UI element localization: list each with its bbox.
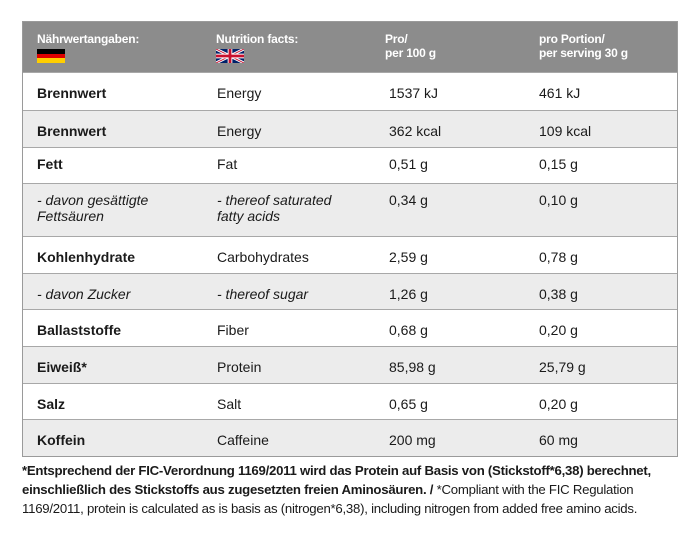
table-row: Salz Salt 0,65 g 0,20 g xyxy=(23,383,677,419)
row-label-en: Salt xyxy=(217,396,242,412)
row-label-de: Eiweiß* xyxy=(37,359,87,375)
footnote-german: *Entsprechend der FIC-Verordnung 1169/20… xyxy=(22,463,651,497)
header-english-label: Nutrition facts: xyxy=(216,32,299,46)
table-row: Ballaststoffe Fiber 0,68 g 0,20 g xyxy=(23,309,677,346)
nutrition-table: Nährwertangaben: Nutrition facts: Pro/ p… xyxy=(22,21,678,457)
row-label-de: - davon Zucker xyxy=(37,286,131,302)
row-value-per100: 362 kcal xyxy=(389,123,442,139)
row-label-de: Salz xyxy=(37,396,66,412)
row-label-de: Brennwert xyxy=(37,85,107,101)
row-label-de: Brennwert xyxy=(37,123,107,139)
flag-stripe-gold xyxy=(37,58,65,63)
header-per-100g: Pro/ per 100 g xyxy=(385,32,436,60)
row-label-en: - thereof saturated fatty acids xyxy=(217,192,377,224)
row-value-portion: 461 kJ xyxy=(539,85,581,101)
footnote: *Entsprechend der FIC-Verordnung 1169/20… xyxy=(22,461,682,518)
header-per-100g-line1: Pro/ xyxy=(385,32,408,46)
row-label-en: - thereof sugar xyxy=(217,286,309,302)
row-value-portion: 25,79 g xyxy=(539,359,586,375)
row-label-en: Caffeine xyxy=(217,432,269,448)
header-per-serving-line1: pro Portion/ xyxy=(539,32,605,46)
row-label-en-line1: - thereof saturated xyxy=(217,192,332,208)
row-value-portion: 0,38 g xyxy=(539,286,578,302)
row-label-en: Energy xyxy=(217,85,262,101)
row-label-en: Fiber xyxy=(217,322,249,338)
row-value-per100: 85,98 g xyxy=(389,359,436,375)
row-value-portion: 60 mg xyxy=(539,432,578,448)
german-flag-icon xyxy=(37,49,65,63)
row-label-en: Protein xyxy=(217,359,262,375)
row-value-portion: 0,15 g xyxy=(539,156,578,172)
flag-stripe-red xyxy=(37,53,65,59)
flag-stripe-black xyxy=(37,49,65,54)
table-row: Eiweiß* Protein 85,98 g 25,79 g xyxy=(23,346,677,383)
uk-flag-icon xyxy=(216,49,244,63)
row-value-per100: 0,34 g xyxy=(389,192,428,208)
row-value-per100: 0,65 g xyxy=(389,396,428,412)
row-value-portion: 0,10 g xyxy=(539,192,578,208)
row-label-de: Fett xyxy=(37,156,63,172)
row-value-per100: 0,51 g xyxy=(389,156,428,172)
row-label-de-line1: - davon gesättigte xyxy=(37,192,149,208)
footnote-english: *Compliant with the FIC Regulation 1169/… xyxy=(22,482,638,516)
table-row: Brennwert Energy 1537 kJ 461 kJ xyxy=(23,72,677,110)
row-label-en: Fat xyxy=(217,156,238,172)
row-label-de: - davon gesättigte Fettsäuren xyxy=(37,192,207,224)
table-row: - davon gesättigte Fettsäuren - thereof … xyxy=(23,183,677,236)
row-label-de-line2: Fettsäuren xyxy=(37,208,104,224)
row-value-portion: 0,20 g xyxy=(539,396,578,412)
row-value-portion: 0,78 g xyxy=(539,249,578,265)
header-english: Nutrition facts: xyxy=(216,32,298,63)
row-label-de: Koffein xyxy=(37,432,86,448)
header-per-serving: pro Portion/ per serving 30 g xyxy=(539,32,628,60)
table-row: Brennwert Energy 362 kcal 109 kcal xyxy=(23,110,677,147)
table-row: Kohlenhydrate Carbohydrates 2,59 g 0,78 … xyxy=(23,236,677,273)
row-label-de: Ballaststoffe xyxy=(37,322,122,338)
table-header: Nährwertangaben: Nutrition facts: Pro/ p… xyxy=(23,22,677,72)
table-row: Fett Fat 0,51 g 0,15 g xyxy=(23,147,677,183)
row-label-en: Carbohydrates xyxy=(217,249,309,265)
header-per-serving-line2: per serving 30 g xyxy=(539,46,628,60)
row-label-de: Kohlenhydrate xyxy=(37,249,136,265)
header-german-label: Nährwertangaben: xyxy=(37,32,140,46)
row-value-per100: 1,26 g xyxy=(389,286,428,302)
row-label-en-line2: fatty acids xyxy=(217,208,281,224)
row-value-per100: 1537 kJ xyxy=(389,85,439,101)
row-label-en: Energy xyxy=(217,123,262,139)
row-value-per100: 200 mg xyxy=(389,432,436,448)
header-german: Nährwertangaben: xyxy=(37,32,139,63)
row-value-portion: 0,20 g xyxy=(539,322,578,338)
header-per-100g-line2: per 100 g xyxy=(385,46,436,60)
row-value-portion: 109 kcal xyxy=(539,123,592,139)
table-row: - davon Zucker - thereof sugar 1,26 g 0,… xyxy=(23,273,677,309)
row-value-per100: 0,68 g xyxy=(389,322,428,338)
table-row: Koffein Caffeine 200 mg 60 mg xyxy=(23,419,677,456)
row-value-per100: 2,59 g xyxy=(389,249,428,265)
